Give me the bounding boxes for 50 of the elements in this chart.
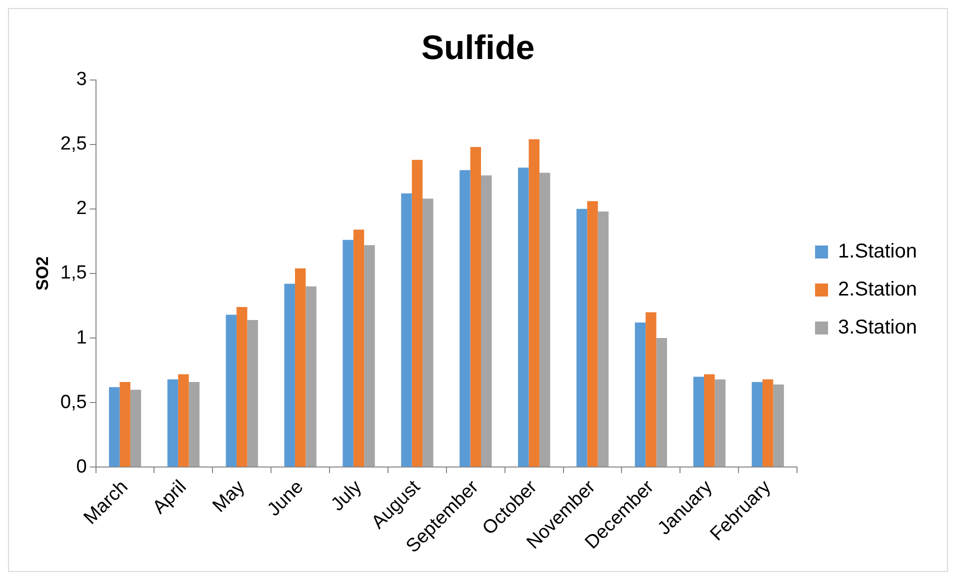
bar — [518, 168, 529, 467]
bar — [693, 376, 704, 467]
bar — [364, 245, 375, 467]
bar — [412, 160, 423, 467]
bar — [539, 172, 550, 467]
bar — [528, 139, 540, 467]
bar — [188, 382, 200, 467]
bar — [656, 338, 668, 467]
bar — [130, 390, 142, 467]
bar — [120, 382, 130, 467]
bar — [598, 212, 609, 467]
legend-label: 2.Station — [838, 278, 918, 301]
y-tick-label: 2 — [76, 198, 87, 220]
bar — [226, 314, 237, 467]
bar — [306, 286, 316, 467]
y-tick-label: 2,5 — [60, 134, 87, 155]
bar — [353, 230, 364, 467]
bar — [481, 175, 492, 467]
bar — [460, 170, 470, 467]
bar — [108, 387, 120, 467]
bar — [646, 312, 656, 467]
y-tick-label: 1 — [76, 327, 87, 348]
bar — [178, 374, 189, 467]
bar — [422, 198, 434, 467]
bar — [294, 268, 306, 467]
y-tick-label: 1,5 — [60, 262, 87, 284]
bar — [284, 284, 295, 467]
bar — [167, 379, 178, 467]
bar — [247, 320, 258, 467]
bar — [752, 382, 762, 467]
x-tick-label: May — [208, 476, 250, 517]
bar — [773, 384, 784, 467]
bar — [634, 322, 646, 467]
bar — [576, 208, 588, 467]
bar — [587, 201, 598, 467]
y-axis-title: SO2 — [32, 256, 52, 290]
bar — [401, 193, 412, 467]
legend-label: 3.Station — [838, 316, 918, 339]
chart-title: Sulfide — [421, 28, 535, 67]
bar — [704, 374, 715, 467]
x-tick-label: July — [327, 476, 366, 516]
legend-label: 1.Station — [838, 240, 918, 263]
y-tick-label: 3 — [76, 69, 87, 90]
bar — [714, 379, 726, 467]
bar — [236, 307, 248, 467]
bar — [470, 146, 482, 467]
y-tick-label: 0,5 — [60, 392, 87, 413]
bar — [762, 379, 774, 467]
bar — [342, 240, 354, 467]
y-tick-label: 0 — [76, 456, 87, 478]
